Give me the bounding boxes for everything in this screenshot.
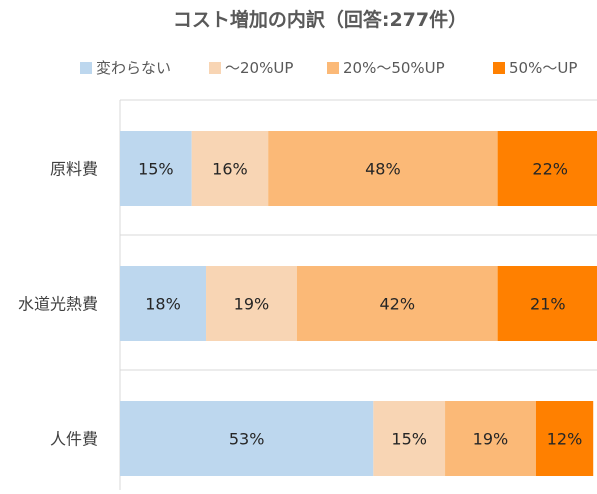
chart-title: コスト増加の内訳（回答:277件） xyxy=(173,8,467,31)
bar-segment xyxy=(120,266,207,341)
data-label: 16% xyxy=(212,160,248,179)
bar-segment xyxy=(497,131,597,206)
category-label: 人件費 xyxy=(50,430,98,449)
data-label: 22% xyxy=(532,160,568,179)
data-label: 53% xyxy=(229,430,265,449)
data-label: 15% xyxy=(391,430,427,449)
bar-segment xyxy=(497,266,597,341)
legend-label: 50%～UP xyxy=(509,59,577,77)
bar-segment xyxy=(206,266,297,341)
data-label: 48% xyxy=(365,160,401,179)
data-label: 21% xyxy=(530,295,566,314)
data-label: 19% xyxy=(473,430,509,449)
bar-segment xyxy=(535,401,594,476)
category-label: 原料費 xyxy=(50,160,98,179)
data-label: 18% xyxy=(145,295,181,314)
bars xyxy=(120,131,597,476)
data-label: 15% xyxy=(138,160,174,179)
legend-swatch xyxy=(209,62,221,74)
bar-segment xyxy=(120,131,192,206)
data-labels: 15% 16% 48% 22% 18% 19% 42% 21% 53% 15% 19% 12% xyxy=(138,160,582,449)
legend-label: 変わらない xyxy=(96,59,171,77)
bar-segment xyxy=(191,131,269,206)
bar-segment xyxy=(268,131,498,206)
legend-swatch xyxy=(327,62,339,74)
gridlines xyxy=(120,99,597,371)
legend-label: 20%～50%UP xyxy=(343,59,445,77)
data-label: 19% xyxy=(234,295,270,314)
bar-segment xyxy=(445,401,536,476)
bar-segment xyxy=(373,401,446,476)
legend-swatch xyxy=(80,62,92,74)
data-label: 42% xyxy=(379,295,415,314)
bar-segment xyxy=(120,401,374,476)
legend-label: ～20%UP xyxy=(225,59,293,77)
data-label: 12% xyxy=(547,430,583,449)
category-label: 水道光熱費 xyxy=(18,295,98,314)
legend: 変わらない ～20%UP 20%～50%UP 50%～UP xyxy=(80,59,577,77)
legend-swatch xyxy=(493,62,505,74)
bar-segment xyxy=(296,266,498,341)
